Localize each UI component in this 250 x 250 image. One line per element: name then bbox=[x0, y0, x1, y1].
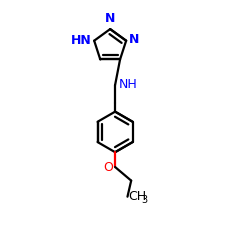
Text: O: O bbox=[103, 160, 113, 173]
Text: 3: 3 bbox=[142, 195, 148, 205]
Text: CH: CH bbox=[129, 190, 147, 203]
Text: N: N bbox=[129, 33, 140, 46]
Text: N: N bbox=[105, 12, 115, 25]
Text: NH: NH bbox=[119, 78, 138, 92]
Text: HN: HN bbox=[70, 34, 91, 47]
